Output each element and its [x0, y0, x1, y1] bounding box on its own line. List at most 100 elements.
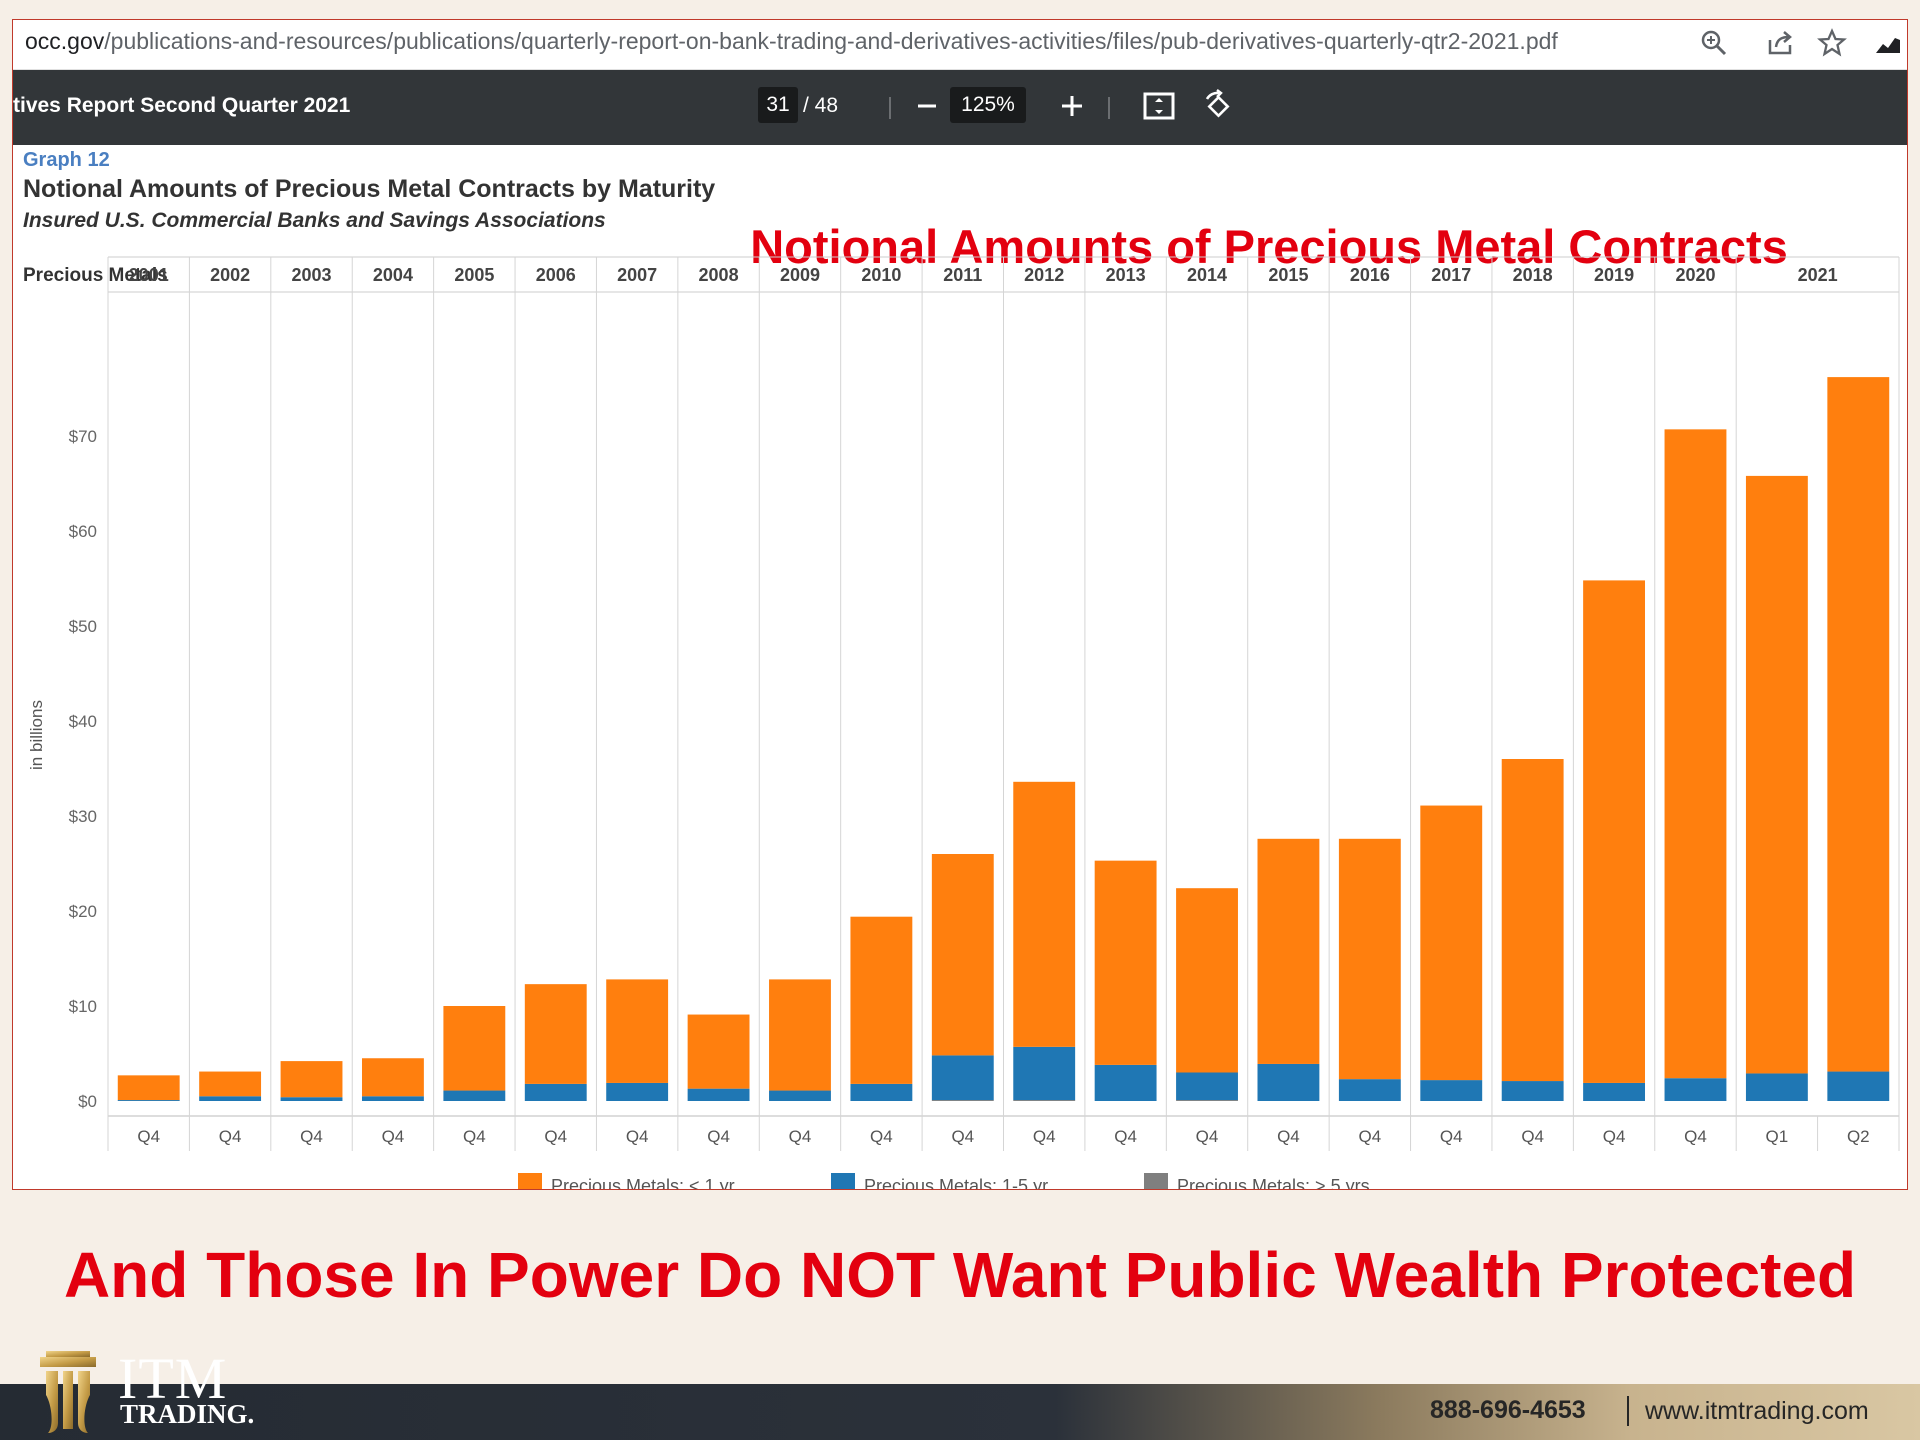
section-label: Precious Metals: [23, 265, 168, 286]
url-path: /publications-and-resources/publications…: [104, 28, 1558, 54]
bar-segment: [443, 1090, 506, 1101]
bar-segment: [606, 1082, 669, 1101]
url-text[interactable]: occ.gov/publications-and-resources/publi…: [25, 28, 1685, 55]
bar-segment: [280, 1097, 343, 1101]
x-tick-label: Q4: [1440, 1127, 1463, 1146]
zoom-in-icon[interactable]: [1055, 89, 1089, 123]
x-tick-label: Q4: [382, 1127, 405, 1146]
bar-segment: [1501, 759, 1564, 1082]
bar-segment: [199, 1071, 262, 1097]
bar-segment: [1745, 475, 1808, 1074]
bar-segment: [606, 979, 669, 1083]
y-tick-label: $50: [69, 617, 97, 636]
x-tick-label: Q4: [1114, 1127, 1137, 1146]
year-label: 2016: [1350, 265, 1390, 285]
bar-segment: [931, 1055, 994, 1101]
bar-segment: [1745, 1073, 1808, 1101]
y-tick-label: $30: [69, 807, 97, 826]
x-tick-label: Q4: [951, 1127, 974, 1146]
year-label: 2006: [536, 265, 576, 285]
x-tick-label: Q2: [1847, 1127, 1870, 1146]
x-tick-label: Q4: [789, 1127, 812, 1146]
bar-segment: [443, 1006, 506, 1091]
bar-segment: [1583, 580, 1646, 1083]
year-label: 2015: [1268, 265, 1308, 285]
x-tick-label: Q4: [1277, 1127, 1300, 1146]
bar-segment: [1257, 838, 1320, 1064]
bar-segment: [524, 984, 587, 1084]
year-label: 2004: [373, 265, 413, 285]
pdf-toolbar: tives Report Second Quarter 2021 31 / 48…: [13, 70, 1907, 145]
year-label: 2005: [454, 265, 494, 285]
x-tick-label: Q4: [1033, 1127, 1056, 1146]
bar-segment: [1013, 781, 1076, 1047]
x-tick-label: Q4: [707, 1127, 730, 1146]
pillar-icon: [40, 1351, 96, 1433]
fit-page-icon[interactable]: [1142, 89, 1176, 123]
bar-segment: [1176, 1072, 1238, 1101]
bar-segment: [117, 1100, 180, 1101]
bar-segment: [361, 1058, 424, 1097]
logo-itm-text: ITM: [118, 1346, 228, 1411]
legend-label: Precious Metals: < 1 yr: [551, 1176, 735, 1190]
year-label: 2007: [617, 265, 657, 285]
bar-segment: [1420, 1080, 1483, 1101]
y-tick-label: $0: [78, 1092, 97, 1111]
x-tick-label: Q4: [1521, 1127, 1544, 1146]
year-label: 2010: [861, 265, 901, 285]
bar-segment: [1176, 1100, 1238, 1101]
y-tick-label: $20: [69, 902, 97, 921]
itm-trading-logo: ITM TRADING.: [36, 1345, 256, 1440]
zoom-out-icon[interactable]: [910, 89, 944, 123]
bar-segment: [1420, 805, 1483, 1081]
year-label: 2020: [1675, 265, 1715, 285]
x-tick-label: Q4: [1603, 1127, 1626, 1146]
bar-segment: [117, 1075, 180, 1101]
bar-segment: [769, 979, 831, 1091]
y-tick-label: $70: [69, 427, 97, 446]
bar-segment: [1583, 1082, 1646, 1101]
page-number-input[interactable]: 31: [758, 87, 798, 123]
legend-swatch: [831, 1173, 855, 1189]
year-label: 2011: [943, 265, 982, 285]
year-label: 2012: [1024, 265, 1064, 285]
x-tick-label: Q4: [300, 1127, 323, 1146]
footer-divider: [1627, 1396, 1629, 1426]
bar-segment: [1827, 377, 1890, 1072]
x-tick-label: Q4: [1358, 1127, 1381, 1146]
extension-icon[interactable]: [1873, 28, 1903, 58]
phone-number[interactable]: 888-696-4653: [1430, 1396, 1586, 1424]
bar-segment: [931, 854, 994, 1056]
zoom-level-input[interactable]: 125%: [950, 87, 1026, 123]
x-tick-label: Q1: [1766, 1127, 1789, 1146]
website-link[interactable]: www.itmtrading.com: [1645, 1397, 1869, 1425]
bar-segment: [1094, 860, 1157, 1065]
rotate-icon[interactable]: [1201, 89, 1235, 123]
bar-segment: [1338, 838, 1401, 1080]
year-label: 2013: [1106, 265, 1146, 285]
bookmark-star-icon[interactable]: [1817, 28, 1847, 58]
bar-segment: [931, 1100, 994, 1101]
bar-segment: [1338, 1079, 1401, 1101]
bar-segment: [1094, 1064, 1157, 1101]
bar-segment: [687, 1014, 750, 1089]
bar-segment: [769, 1090, 831, 1101]
x-tick-label: Q4: [463, 1127, 486, 1146]
year-label: 2008: [699, 265, 739, 285]
bar-segment: [1257, 1063, 1320, 1101]
share-icon[interactable]: [1765, 28, 1795, 58]
bar-segment: [1013, 1046, 1076, 1101]
x-tick-label: Q4: [870, 1127, 893, 1146]
legend-swatch: [1144, 1173, 1168, 1189]
year-label: 2018: [1513, 265, 1553, 285]
graph-label: Graph 12: [23, 149, 110, 171]
bar-segment: [1176, 888, 1238, 1073]
bar-segment: [850, 916, 913, 1084]
bar-segment: [1664, 1078, 1727, 1101]
zoom-icon[interactable]: [1699, 28, 1729, 58]
address-bar[interactable]: occ.gov/publications-and-resources/publi…: [13, 20, 1907, 70]
headline: And Those In Power Do NOT Want Public We…: [63, 1239, 1857, 1311]
x-tick-label: Q4: [626, 1127, 649, 1146]
y-tick-label: $60: [69, 522, 97, 541]
toolbar-divider: [889, 97, 891, 119]
